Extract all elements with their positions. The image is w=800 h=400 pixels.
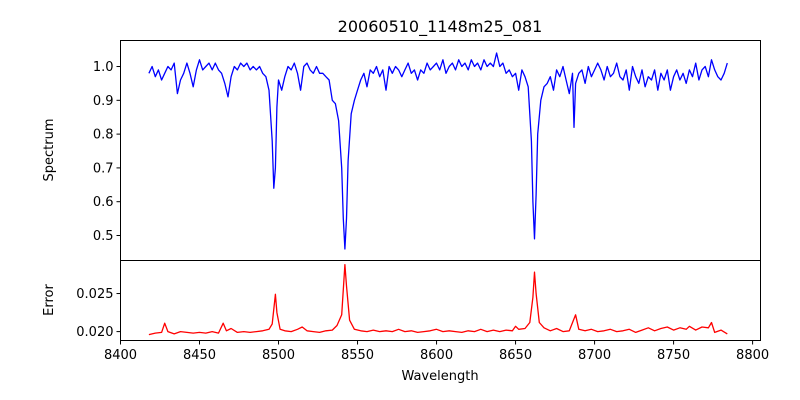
error-axes-frame — [120, 260, 761, 341]
x-tick-label: 8650 — [499, 348, 532, 363]
spectrum-series-line — [148, 52, 728, 250]
spectrum-axes-frame — [120, 40, 761, 261]
error-y-tick-label: 0.025 — [76, 287, 113, 302]
x-tick-label: 8750 — [657, 348, 690, 363]
x-axis-label: Wavelength — [401, 369, 478, 384]
chart-title: 20060510_1148m25_081 — [338, 17, 543, 37]
spectrum-y-tick-label: 0.8 — [93, 128, 114, 143]
x-tick-label: 8700 — [578, 348, 611, 363]
x-tick-label: 8400 — [104, 348, 137, 363]
x-tick-label: 8800 — [736, 348, 769, 363]
error-y-tick-label: 0.020 — [76, 325, 113, 340]
error-y-axis-label: Error — [42, 284, 57, 316]
spectrum-y-tick-label: 0.7 — [93, 161, 114, 176]
x-tick-label: 8450 — [183, 348, 216, 363]
spectrum-y-tick-label: 1.0 — [93, 60, 114, 75]
spectrum-y-tick-label: 0.6 — [93, 195, 114, 210]
x-tick-label: 8500 — [262, 348, 295, 363]
spectrum-y-axis-label: Spectrum — [42, 119, 57, 182]
x-tick-label: 8550 — [341, 348, 374, 363]
error-series-line — [148, 263, 728, 336]
spectrum-y-tick-label: 0.5 — [93, 229, 114, 244]
spectrum-y-tick-label: 0.9 — [93, 94, 114, 109]
x-tick-label: 8600 — [420, 348, 453, 363]
